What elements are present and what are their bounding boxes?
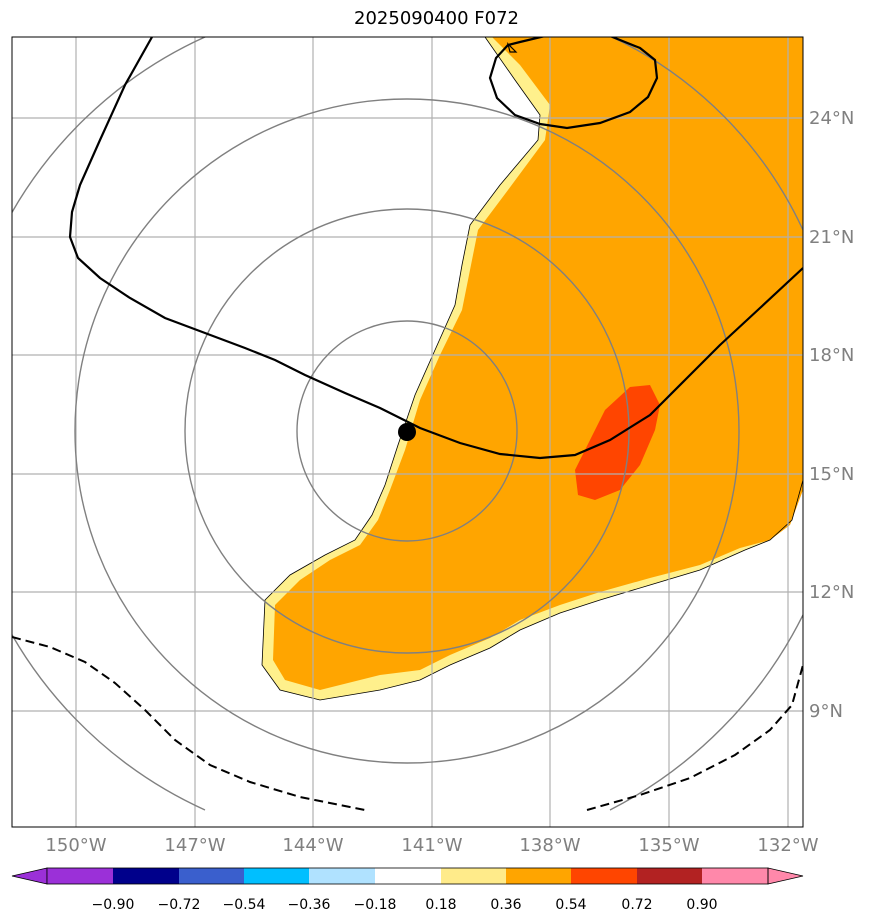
colorbar-tick-label: −0.54 bbox=[223, 897, 266, 913]
lon-label-147w: 147°W bbox=[164, 835, 225, 856]
graticule bbox=[12, 37, 803, 827]
map-frame bbox=[11, 36, 804, 828]
closed-contour bbox=[488, 37, 659, 130]
colorbar-bin bbox=[506, 868, 571, 884]
colorbar-bin bbox=[571, 868, 637, 884]
colorbar-tick-label: 0.72 bbox=[621, 897, 652, 913]
colorbar-tick-label: 0.18 bbox=[425, 897, 456, 913]
dashed-contour-left bbox=[12, 636, 366, 811]
colorbar-tick-label: −0.36 bbox=[288, 897, 331, 913]
colorbar-extend-high bbox=[767, 867, 804, 885]
lat-label-24n: 24°N bbox=[809, 108, 854, 129]
map-area bbox=[12, 37, 803, 827]
lon-label-150w: 150°W bbox=[45, 835, 106, 856]
colorbar-bin bbox=[47, 868, 113, 884]
lon-label-132w: 132°W bbox=[757, 835, 818, 856]
colorbar-bin bbox=[113, 868, 179, 884]
lat-label-12n: 12°N bbox=[809, 582, 854, 603]
map-title: 2025090400 F072 bbox=[354, 8, 519, 29]
dashed-contour-right bbox=[586, 664, 803, 811]
range-rings bbox=[12, 37, 803, 811]
lat-label-15n: 15°N bbox=[809, 464, 854, 485]
colorbar-tick-label: 0.90 bbox=[686, 897, 717, 913]
colorbar-extend-low bbox=[11, 867, 48, 885]
lat-label-21n: 21°N bbox=[809, 227, 854, 248]
lat-label-9n: 9°N bbox=[809, 701, 843, 722]
colorbar-bin bbox=[702, 868, 768, 884]
lon-label-135w: 135°W bbox=[638, 835, 699, 856]
colorbar-bin bbox=[637, 868, 702, 884]
colorbar-bin bbox=[375, 868, 441, 884]
storm-track bbox=[68, 37, 803, 460]
colorbar-tick-label: 0.36 bbox=[490, 897, 521, 913]
lon-label-138w: 138°W bbox=[519, 835, 580, 856]
field-edge-contour bbox=[261, 37, 803, 701]
colorbar-tick-label: −0.18 bbox=[354, 897, 397, 913]
colorbar-bin bbox=[441, 868, 506, 884]
colorbar-bin bbox=[179, 868, 244, 884]
colorbar-bin bbox=[244, 868, 309, 884]
lon-label-144w: 144°W bbox=[282, 835, 343, 856]
colorbar-tick-label: −0.72 bbox=[158, 897, 201, 913]
orange-field bbox=[273, 37, 803, 690]
colorbar-tick-label: −0.90 bbox=[92, 897, 135, 913]
contour-tick bbox=[506, 42, 518, 53]
lat-label-18n: 18°N bbox=[809, 345, 854, 366]
lon-label-141w: 141°W bbox=[401, 835, 462, 856]
colorbar-bin bbox=[309, 868, 375, 884]
red-orange-field bbox=[575, 385, 660, 500]
storm-center-marker bbox=[398, 423, 416, 441]
colorbar-frame bbox=[46, 867, 769, 885]
colorbar: −0.90 −0.72 −0.54 −0.36 −0.18 0.18 0.36 … bbox=[11, 867, 804, 913]
colorbar-tick-label: 0.54 bbox=[555, 897, 586, 913]
